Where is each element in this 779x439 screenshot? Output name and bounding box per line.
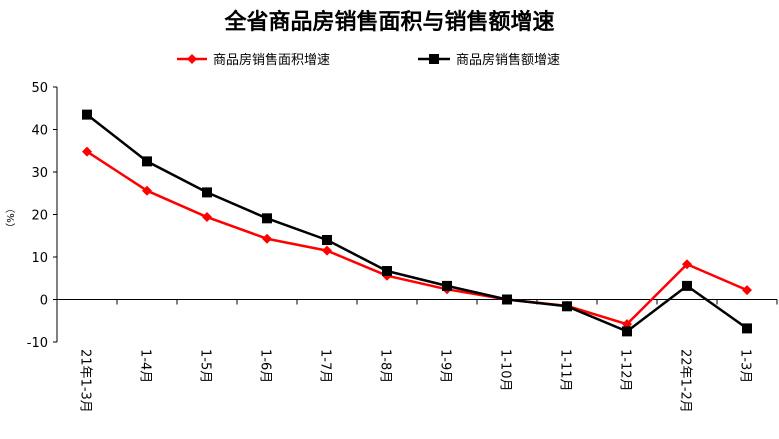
data-point bbox=[142, 156, 152, 167]
data-point bbox=[502, 294, 512, 305]
y-axis-label: （%） bbox=[5, 203, 17, 233]
data-point bbox=[622, 326, 632, 337]
y-tick-label: -10 bbox=[27, 336, 48, 351]
x-tick-label: 1-4月 bbox=[138, 349, 153, 383]
data-point bbox=[262, 213, 272, 224]
y-tick-label: 20 bbox=[31, 209, 48, 224]
data-point bbox=[202, 187, 212, 198]
x-tick-label: 1-5月 bbox=[198, 349, 213, 383]
legend: 商品房销售面积增速 商品房销售额增速 bbox=[177, 52, 560, 68]
x-tick-label: 1-12月 bbox=[618, 349, 633, 392]
data-point bbox=[382, 266, 392, 277]
axes: -10 0 10 20 30 40 50 21年1-3月 1-4月 1-5月 1-6月 1-7月 1-8… bbox=[5, 81, 778, 413]
legend-swatch-marker bbox=[187, 54, 197, 64]
data-point bbox=[742, 323, 752, 334]
data-point bbox=[82, 109, 92, 120]
y-tick-label: 40 bbox=[31, 124, 48, 139]
data-point bbox=[322, 235, 332, 245]
series-line bbox=[86, 113, 748, 333]
x-tick-label: 1-11月 bbox=[558, 349, 573, 392]
data-point bbox=[682, 259, 692, 270]
legend-label: 商品房销售额增速 bbox=[456, 52, 560, 68]
legend-swatch-marker bbox=[429, 54, 439, 64]
y-tick-label: 50 bbox=[31, 81, 48, 96]
data-point bbox=[742, 285, 752, 296]
x-tick-label: 1-3月 bbox=[738, 349, 753, 383]
x-tick-label: 1-7月 bbox=[318, 349, 333, 383]
series-line bbox=[86, 150, 748, 326]
x-tick-label: 22年1-2月 bbox=[678, 349, 693, 413]
data-point bbox=[562, 301, 572, 312]
x-tick-label: 1-8月 bbox=[378, 349, 393, 383]
data-point bbox=[262, 233, 272, 244]
chart-title: 全省商品房销售面积与销售额增速 bbox=[224, 10, 555, 35]
x-tick-label: 1-9月 bbox=[438, 349, 453, 383]
series-group bbox=[82, 109, 752, 337]
legend-label: 商品房销售面积增速 bbox=[213, 52, 330, 68]
x-tick-label: 21年1-3月 bbox=[78, 349, 93, 413]
y-tick-label: 30 bbox=[31, 166, 48, 181]
data-point bbox=[82, 146, 92, 157]
data-point bbox=[442, 280, 452, 291]
data-point bbox=[322, 245, 332, 256]
x-tick-label: 1-6月 bbox=[258, 349, 273, 383]
y-tick-label: 0 bbox=[40, 294, 48, 309]
y-tick-label: 10 bbox=[31, 251, 48, 266]
data-point bbox=[682, 280, 692, 291]
x-tick-label: 1-10月 bbox=[498, 349, 513, 392]
data-point bbox=[202, 212, 212, 223]
data-point bbox=[142, 185, 152, 196]
